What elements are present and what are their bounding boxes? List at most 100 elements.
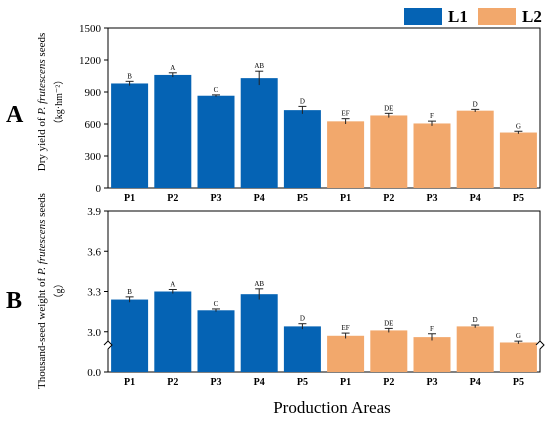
panel-a: A Dry yield of P. frutescens seeds （kg·h… — [6, 23, 541, 204]
panel-a-xtick-label: P2 — [383, 193, 394, 204]
panel-a-sig-letter: C — [214, 86, 219, 94]
panel-a-ytick-label: 1200 — [79, 55, 102, 67]
panel-a-xtick-label: P1 — [124, 193, 135, 204]
panel-letter-a: A — [6, 102, 24, 128]
panel-b-xtick-label: P1 — [340, 377, 351, 388]
panel-b-xtick-label: P3 — [426, 377, 437, 388]
panel-a-ytick-label: 900 — [85, 87, 102, 99]
panel-a-sig-letter: G — [516, 122, 521, 130]
panel-b-ylabel-pre: Thousand-seed weight of — [36, 275, 48, 389]
panel-b-bar — [240, 294, 278, 372]
panel-a-bars: B P1 A P2 C P3 AB P4 D P5 EF P1 DE P2 F P3 D P4 G P5 — [111, 62, 537, 204]
panel-a-sig-letter: A — [170, 64, 175, 72]
panel-b-ylabel-post: seeds — [36, 193, 48, 220]
panel-a-bar — [154, 74, 192, 188]
panel-a-xtick-label: P3 — [426, 193, 437, 204]
panel-a-xtick-label: P2 — [167, 193, 178, 204]
panel-a-yunit: （kg·hm⁻²） — [53, 75, 65, 129]
panel-b-bar — [154, 291, 192, 372]
panel-b-sig-letter: A — [170, 280, 175, 288]
panel-a-xtick-label: P4 — [470, 193, 481, 204]
panel-a-ylabel-pre: Dry yield of — [36, 115, 48, 172]
panel-b-bars: B P1 A P2 C P3 AB P4 D P5 EF P1 DE P2 F P3 D P4 G P5 — [111, 280, 537, 388]
panel-a-bar — [456, 110, 494, 188]
panel-b-axis-break-right — [535, 340, 545, 350]
panel-a-sig-letter: F — [430, 112, 434, 120]
panel-b-bar — [111, 299, 149, 372]
panel-a-ylabel: Dry yield of P. frutescens seeds — [36, 33, 48, 172]
legend-swatch-l2 — [478, 8, 516, 25]
panel-b-xtick-label: P2 — [383, 377, 394, 388]
panel-b-xtick-label: P3 — [210, 377, 221, 388]
panel-a-bar — [197, 95, 235, 188]
panel-a-bar — [240, 78, 278, 188]
panel-a-bar — [283, 110, 321, 188]
panel-b-sig-letter: G — [516, 332, 521, 340]
panel-a-sig-letter: EF — [342, 110, 350, 118]
panel-b-sig-letter: AB — [254, 280, 264, 288]
panel-b-ytick-label: 3.6 — [87, 246, 101, 258]
panel-a-ytick-label: 0 — [96, 183, 102, 195]
panel-b-bar — [327, 335, 365, 372]
panel-a-xtick-label: P3 — [210, 193, 221, 204]
panel-b-ytick-label: 0.0 — [87, 367, 101, 379]
panel-a-frame — [107, 27, 541, 189]
panel-a-xtick-label: P1 — [340, 193, 351, 204]
panel-a-ytick-label: 300 — [85, 151, 102, 163]
panel-b-xtick-label: P4 — [470, 377, 481, 388]
panel-b-bar — [283, 326, 321, 372]
panel-b-sig-letter: F — [430, 325, 434, 333]
panel-a-ylabel-post: seeds — [36, 33, 48, 60]
panel-a-bar — [111, 83, 149, 188]
panel-a-bar — [499, 132, 537, 188]
panel-b-sig-letter: C — [214, 300, 219, 308]
panel-b-xtick-label: P1 — [124, 377, 135, 388]
panel-b-sig-letter: EF — [342, 324, 350, 332]
legend: L1 L2 — [404, 7, 542, 26]
panel-b-xtick-label: P5 — [513, 377, 524, 388]
panel-a-ytick-label: 1500 — [79, 23, 102, 35]
panel-b: B Thousand-seed weight of P. frutescens … — [6, 193, 545, 389]
panel-b-xtick-label: P5 — [297, 377, 308, 388]
panel-b-yunit: （g） — [53, 279, 65, 304]
panel-b-xtick-label: P2 — [167, 377, 178, 388]
panel-a-sig-letter: B — [127, 72, 132, 80]
panel-b-axis-break-left — [103, 340, 113, 350]
panel-b-y-axis: 0.0 3.0 3.3 3.6 3.9 — [87, 206, 108, 379]
panel-a-y-axis: 0 300 600 900 1200 1500 — [79, 23, 108, 195]
panel-a-ylabel-species: P. frutescens — [36, 59, 48, 115]
panel-a-bar — [413, 123, 451, 188]
panel-b-ytick-label: 3.9 — [87, 206, 101, 218]
panel-letter-b: B — [6, 288, 22, 314]
panel-a-xtick-label: P5 — [513, 193, 524, 204]
panel-b-ytick-label: 3.3 — [87, 287, 101, 299]
legend-label-l2: L2 — [522, 7, 542, 26]
panel-b-sig-letter: D — [473, 316, 478, 324]
panel-b-bar — [197, 310, 235, 372]
panel-b-bar — [499, 342, 537, 372]
panel-b-bar — [370, 330, 408, 372]
panel-a-sig-letter: DE — [384, 104, 393, 112]
legend-label-l1: L1 — [448, 7, 468, 26]
panel-b-sig-letter: DE — [384, 319, 393, 327]
panel-a-bar — [370, 115, 408, 188]
x-axis-title: Production Areas — [273, 398, 391, 417]
panel-b-sig-letter: D — [300, 315, 305, 323]
panel-a-sig-letter: D — [300, 97, 305, 105]
panel-a-sig-letter: AB — [254, 62, 264, 70]
panel-a-xtick-label: P4 — [254, 193, 265, 204]
panel-b-sig-letter: B — [127, 288, 132, 296]
legend-swatch-l1 — [404, 8, 442, 25]
panel-a-xtick-label: P5 — [297, 193, 308, 204]
panel-b-ylabel: Thousand-seed weight of P. frutescens se… — [36, 193, 48, 389]
panel-a-ytick-label: 600 — [85, 119, 102, 131]
panel-b-bar — [456, 326, 494, 372]
panel-a-bar — [327, 121, 365, 188]
panel-a-sig-letter: D — [473, 100, 478, 108]
panel-b-xtick-label: P4 — [254, 377, 265, 388]
panel-b-ylabel-species: P. frutescens — [36, 220, 48, 276]
panel-b-bar — [413, 337, 451, 372]
panel-b-ytick-label: 3.0 — [87, 327, 101, 339]
